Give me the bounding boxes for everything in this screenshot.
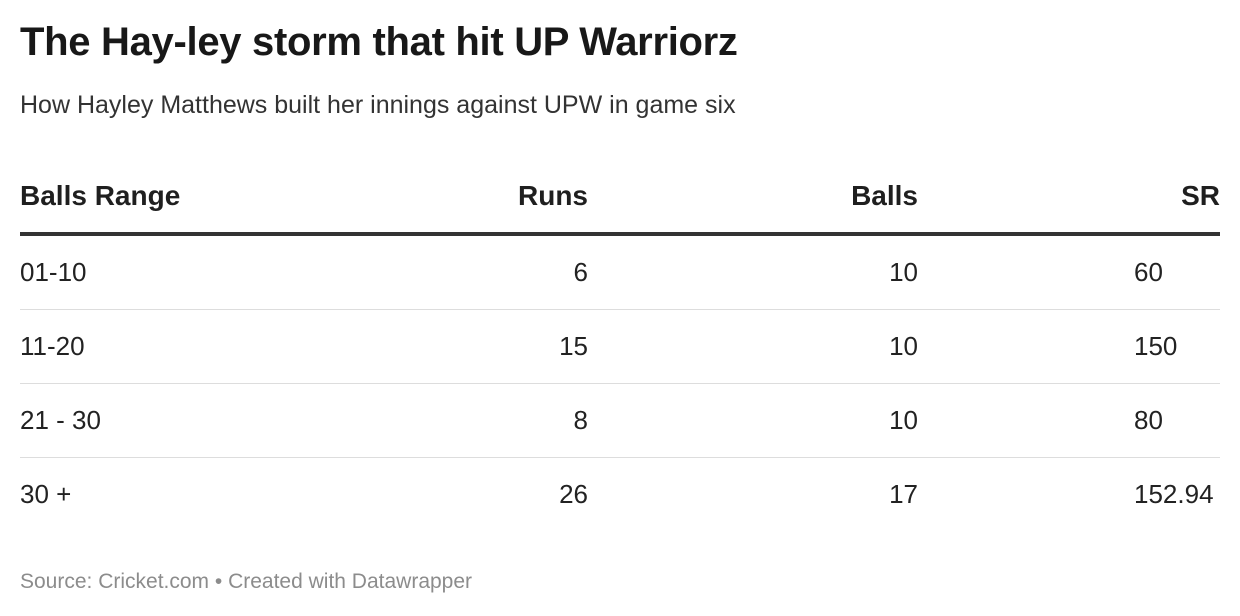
cell-runs: 15 [280, 309, 588, 384]
table-row: 11-20 15 10 150 [20, 309, 1220, 384]
table-header-row: Balls Range Runs Balls SR [20, 160, 1220, 236]
cell-sr: 150 [918, 309, 1220, 384]
cell-balls-range: 30 + [20, 479, 72, 509]
chart-title: The Hay-ley storm that hit UP Warriorz [20, 20, 738, 64]
cell-balls: 10 [588, 309, 918, 384]
cell-sr: 60 [918, 234, 1220, 310]
cell-sr: 152.94 [918, 458, 1220, 532]
cell-balls-range: 11-20 [20, 309, 280, 384]
table-row: 30 + 26 17 152.94 [20, 458, 1220, 532]
column-header-balls-range[interactable]: Balls Range [20, 160, 280, 236]
cell-balls-range: 01-10 [20, 234, 280, 310]
chart-subtitle: How Hayley Matthews built her innings ag… [20, 91, 736, 119]
table-row: 21 - 30 8 10 80 [20, 383, 1220, 458]
data-table: Balls Range Runs Balls SR 01-10 6 10 60 … [20, 160, 1220, 531]
column-header-balls[interactable]: Balls [588, 160, 918, 236]
cell-sr-value: 60 [1134, 257, 1163, 287]
cell-runs: 26 [559, 479, 588, 509]
cell-sr: 80 [918, 383, 1220, 458]
table-row: 01-10 6 10 60 [20, 234, 1220, 310]
source-footer: Source: Cricket.com • Created with Dataw… [20, 570, 473, 593]
cell-balls: 10 [588, 234, 918, 310]
cell-sr-value: 150 [1134, 331, 1178, 361]
cell-runs: 6 [280, 234, 588, 310]
cell-balls: 17 [889, 479, 918, 509]
cell-sr-value: 80 [1134, 405, 1163, 435]
cell-sr-value: 152.94 [1134, 479, 1214, 509]
cell-balls: 10 [588, 383, 918, 458]
cell-runs: 8 [280, 383, 588, 458]
column-header-sr[interactable]: SR [918, 160, 1220, 236]
cell-balls-range: 21 - 30 [20, 383, 280, 458]
column-header-runs[interactable]: Runs [280, 160, 588, 236]
